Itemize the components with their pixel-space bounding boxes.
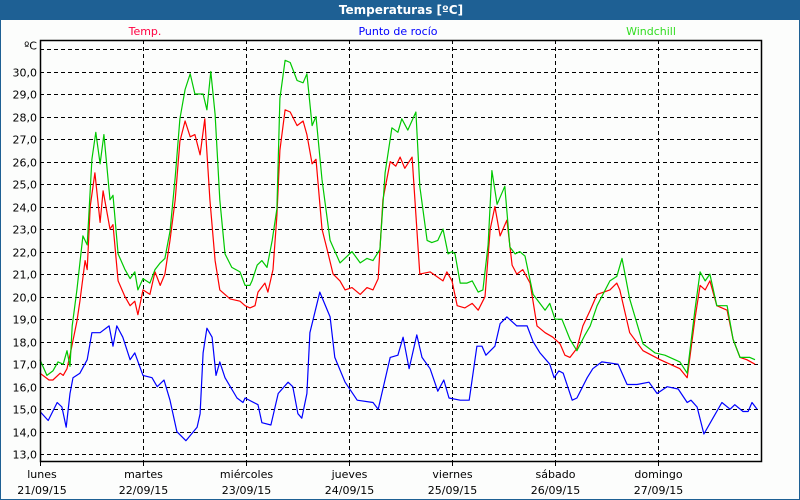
legend: Temp. Punto de rocío Windchill xyxy=(128,25,676,38)
x-tick-date: 26/09/15 xyxy=(531,484,580,497)
y-tick-label: 17,0 xyxy=(13,359,38,372)
series-line-temp- xyxy=(39,109,756,381)
grid-lines xyxy=(40,40,761,461)
y-tick-label: 13,0 xyxy=(13,449,38,462)
y-tick-label: 21,0 xyxy=(13,269,38,282)
y-tick-label: 22,0 xyxy=(13,247,38,260)
plot-frame xyxy=(39,39,763,463)
x-tick-day: viernes xyxy=(432,468,472,481)
x-tick-day: miércoles xyxy=(220,468,273,481)
x-tick-day: domingo xyxy=(634,468,682,481)
y-tick-label: 26,0 xyxy=(13,157,38,170)
x-tick-date: 24/09/15 xyxy=(325,484,374,497)
y-tick-label: 30,0 xyxy=(13,67,38,80)
x-tick-date: 21/09/15 xyxy=(17,484,66,497)
x-tick-date: 23/09/15 xyxy=(222,484,271,497)
y-tick-label: 27,0 xyxy=(13,134,38,147)
x-tick-day: lunes xyxy=(27,468,57,481)
y-tick-label: 14,0 xyxy=(13,427,38,440)
legend-item: Temp. xyxy=(128,25,162,38)
y-tick-label: 16,0 xyxy=(13,382,38,395)
y-tick-label: 18,0 xyxy=(13,337,38,350)
y-tick-label: 29,0 xyxy=(13,89,38,102)
x-tick-day: martes xyxy=(124,468,163,481)
y-tick-label: 19,0 xyxy=(13,314,38,327)
axes-labels: 13,0 14,0 15,0 16,0 17,0 18,0 19,0 20,0 21,0 22,0… xyxy=(13,40,684,498)
y-tick-label: 15,0 xyxy=(13,404,38,417)
y-unit-label: ºC xyxy=(24,40,37,53)
y-tick-label: 20,0 xyxy=(13,292,38,305)
x-tick-date: 27/09/15 xyxy=(634,484,683,497)
series-line-punto-de-roc-o xyxy=(39,291,758,442)
y-tick-label: 24,0 xyxy=(13,202,38,215)
legend-item: Punto de rocío xyxy=(358,25,437,38)
x-tick-date: 22/09/15 xyxy=(119,484,168,497)
legend-item: Windchill xyxy=(626,25,676,38)
y-tick-label: 25,0 xyxy=(13,179,38,192)
series-line-windchill xyxy=(39,59,756,376)
x-tick-date: 25/09/15 xyxy=(428,484,477,497)
y-tick-label: 28,0 xyxy=(13,112,38,125)
series-lines xyxy=(39,59,758,442)
x-tick-day: jueves xyxy=(331,468,368,481)
y-tick-label: 23,0 xyxy=(13,224,38,237)
x-tick-day: sábado xyxy=(536,468,576,481)
window-title: Temperaturas [ºC] xyxy=(1,0,800,20)
